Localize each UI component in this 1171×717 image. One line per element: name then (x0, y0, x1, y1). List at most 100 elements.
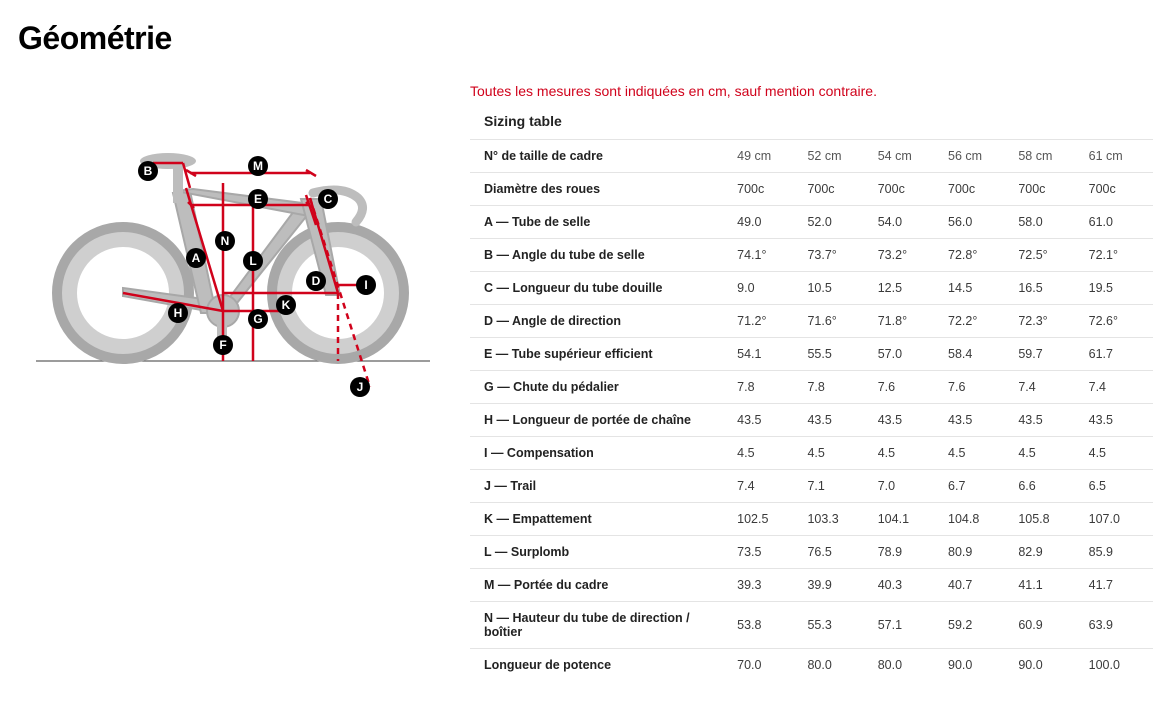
cell-value: 700c (1012, 173, 1082, 206)
row-label: B — Angle du tube de selle (470, 239, 731, 272)
cell-value: 60.9 (1012, 602, 1082, 649)
cell-value: 7.4 (1083, 371, 1153, 404)
cell-value: 700c (872, 173, 942, 206)
cell-value: 61.7 (1083, 338, 1153, 371)
svg-text:I: I (364, 278, 367, 292)
cell-value: 71.6° (801, 305, 871, 338)
cell-value: 72.8° (942, 239, 1012, 272)
table-row: Diamètre des roues700c700c700c700c700c70… (470, 173, 1153, 206)
cell-value: 43.5 (801, 404, 871, 437)
cell-value: 6.7 (942, 470, 1012, 503)
svg-text:D: D (312, 274, 321, 288)
diagram-label-K: K (276, 295, 296, 315)
cell-value: 55.3 (801, 602, 871, 649)
header-label: N° de taille de cadre (470, 140, 731, 173)
row-label: N — Hauteur du tube de direction / boîti… (470, 602, 731, 649)
row-label: C — Longueur du tube douille (470, 272, 731, 305)
bike-geometry-diagram: B M E C A N L D I K G H F J (18, 113, 438, 413)
row-label: L — Surplomb (470, 536, 731, 569)
cell-value: 39.9 (801, 569, 871, 602)
cell-value: 14.5 (942, 272, 1012, 305)
cell-value: 7.4 (1012, 371, 1082, 404)
header-col: 61 cm (1083, 140, 1153, 173)
cell-value: 49.0 (731, 206, 801, 239)
cell-value: 700c (801, 173, 871, 206)
diagram-label-A: A (186, 248, 206, 268)
table-row: G — Chute du pédalier7.87.87.67.67.47.4 (470, 371, 1153, 404)
row-label: I — Compensation (470, 437, 731, 470)
table-row: H — Longueur de portée de chaîne43.543.5… (470, 404, 1153, 437)
svg-text:F: F (219, 338, 226, 352)
sizing-table: N° de taille de cadre 49 cm 52 cm 54 cm … (470, 139, 1153, 681)
row-label: E — Tube supérieur efficient (470, 338, 731, 371)
svg-text:E: E (254, 192, 262, 206)
svg-text:C: C (324, 192, 333, 206)
cell-value: 73.5 (731, 536, 801, 569)
cell-value: 72.6° (1083, 305, 1153, 338)
cell-value: 100.0 (1083, 649, 1153, 682)
cell-value: 43.5 (872, 404, 942, 437)
diagram-label-C: C (318, 189, 338, 209)
cell-value: 58.0 (1012, 206, 1082, 239)
table-row: D — Angle de direction71.2°71.6°71.8°72.… (470, 305, 1153, 338)
cell-value: 4.5 (1012, 437, 1082, 470)
cell-value: 6.6 (1012, 470, 1082, 503)
cell-value: 54.0 (872, 206, 942, 239)
cell-value: 41.7 (1083, 569, 1153, 602)
row-label: Longueur de potence (470, 649, 731, 682)
table-row: Longueur de potence70.080.080.090.090.01… (470, 649, 1153, 682)
sizing-table-title: Sizing table (470, 113, 1153, 139)
cell-value: 43.5 (1012, 404, 1082, 437)
cell-value: 57.0 (872, 338, 942, 371)
svg-text:K: K (282, 298, 291, 312)
cell-value: 71.2° (731, 305, 801, 338)
cell-value: 43.5 (942, 404, 1012, 437)
cell-value: 80.0 (872, 649, 942, 682)
cell-value: 9.0 (731, 272, 801, 305)
cell-value: 4.5 (872, 437, 942, 470)
diagram-label-M: M (248, 156, 268, 176)
cell-value: 40.7 (942, 569, 1012, 602)
cell-value: 80.9 (942, 536, 1012, 569)
diagram-label-D: D (306, 271, 326, 291)
cell-value: 700c (1083, 173, 1153, 206)
svg-text:L: L (249, 254, 256, 268)
cell-value: 59.7 (1012, 338, 1082, 371)
header-col: 56 cm (942, 140, 1012, 173)
svg-text:N: N (221, 234, 230, 248)
cell-value: 43.5 (731, 404, 801, 437)
table-row: B — Angle du tube de selle74.1°73.7°73.2… (470, 239, 1153, 272)
diagram-label-E: E (248, 189, 268, 209)
row-label: M — Portée du cadre (470, 569, 731, 602)
table-row: I — Compensation4.54.54.54.54.54.5 (470, 437, 1153, 470)
cell-value: 74.1° (731, 239, 801, 272)
cell-value: 104.1 (872, 503, 942, 536)
content-layout: B M E C A N L D I K G H F J Toutes les m… (18, 83, 1153, 681)
svg-text:B: B (144, 164, 153, 178)
table-header-row: N° de taille de cadre 49 cm 52 cm 54 cm … (470, 140, 1153, 173)
cell-value: 72.1° (1083, 239, 1153, 272)
row-label: A — Tube de selle (470, 206, 731, 239)
cell-value: 7.8 (731, 371, 801, 404)
diagram-label-N: N (215, 231, 235, 251)
row-label: H — Longueur de portée de chaîne (470, 404, 731, 437)
cell-value: 41.1 (1012, 569, 1082, 602)
units-notice: Toutes les mesures sont indiquées en cm,… (470, 83, 1153, 99)
cell-value: 43.5 (1083, 404, 1153, 437)
cell-value: 700c (731, 173, 801, 206)
cell-value: 72.3° (1012, 305, 1082, 338)
diagram-label-L: L (243, 251, 263, 271)
cell-value: 78.9 (872, 536, 942, 569)
cell-value: 7.4 (731, 470, 801, 503)
cell-value: 80.0 (801, 649, 871, 682)
row-label: K — Empattement (470, 503, 731, 536)
table-row: L — Surplomb73.576.578.980.982.985.9 (470, 536, 1153, 569)
cell-value: 56.0 (942, 206, 1012, 239)
cell-value: 4.5 (1083, 437, 1153, 470)
table-row: N — Hauteur du tube de direction / boîti… (470, 602, 1153, 649)
cell-value: 54.1 (731, 338, 801, 371)
diagram-label-B: B (138, 161, 158, 181)
cell-value: 63.9 (1083, 602, 1153, 649)
cell-value: 57.1 (872, 602, 942, 649)
page-title: Géométrie (18, 20, 1153, 57)
